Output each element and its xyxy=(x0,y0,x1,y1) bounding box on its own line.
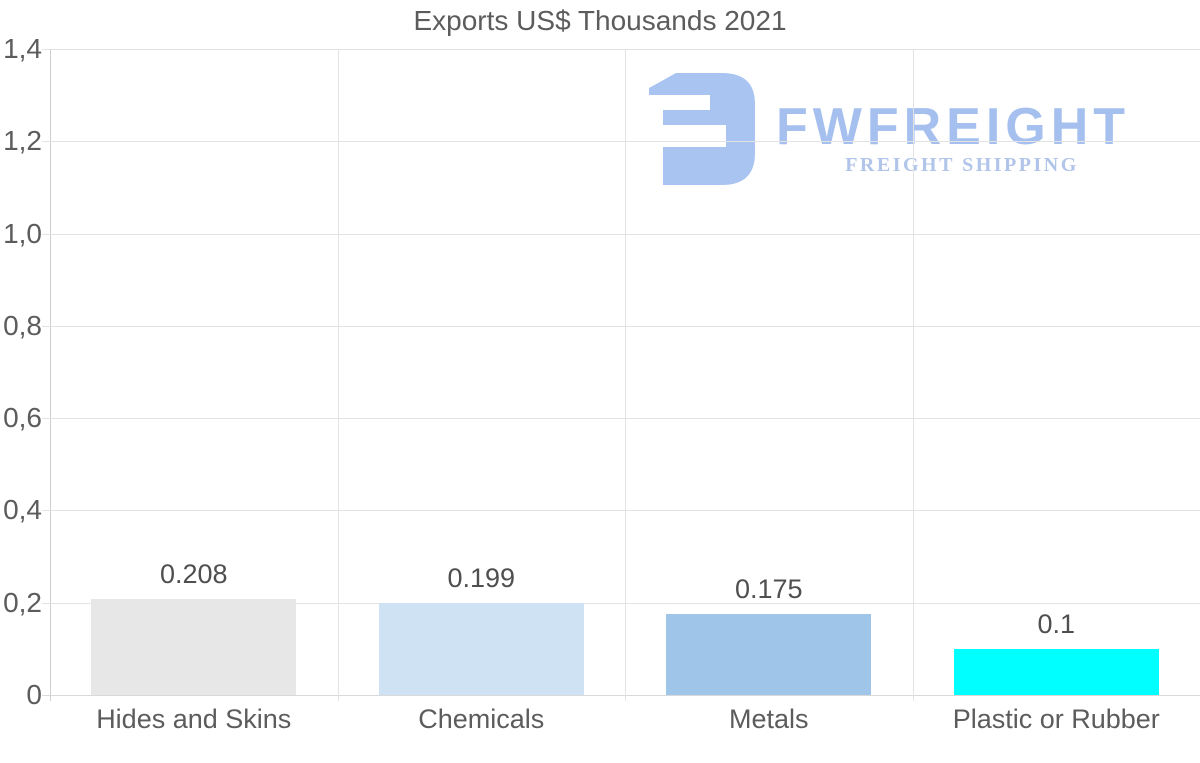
bar-value-label: 0.1 xyxy=(1037,608,1076,639)
gridline-y-0,6 xyxy=(42,418,1200,420)
bar-value-label: 0.208 xyxy=(159,559,228,590)
plot-area: 0.208 0.199 0.175 0.1 xyxy=(42,49,1200,701)
gridline-y-1,4 xyxy=(42,49,1200,50)
chart-title: Exports US$ Thousands 2021 xyxy=(413,5,787,36)
bar-value-label: 0.199 xyxy=(447,563,516,594)
bar-plastic-or-rubber xyxy=(953,648,1159,695)
x-category-label: Hides and Skins xyxy=(96,704,292,734)
y-tick-label: 0,2 xyxy=(3,586,42,618)
y-tick-label: 1,2 xyxy=(3,125,42,157)
y-tick-label: 0,8 xyxy=(3,309,42,341)
bar-metals xyxy=(666,614,872,695)
bar-chemicals xyxy=(378,603,584,695)
gridline-y-1,2 xyxy=(42,141,1200,143)
x-category-label: Chemicals xyxy=(418,704,545,734)
y-tick-label: 1,0 xyxy=(3,217,42,249)
gridline-y-0,2 xyxy=(42,602,1200,604)
y-axis-line xyxy=(50,49,51,701)
watermark: FWFREIGHT FREIGHT SHIPPING xyxy=(648,70,1158,190)
y-tick-label: 0,4 xyxy=(3,494,42,526)
bar-hides-and-skins xyxy=(91,599,297,695)
y-tick-label: 0 xyxy=(26,679,42,710)
gridline-x xyxy=(625,49,626,701)
gridline-y-1,0 xyxy=(42,233,1200,235)
bar-value-label: 0.175 xyxy=(734,574,803,605)
x-category-label: Plastic or Rubber xyxy=(952,704,1160,734)
gridline-x xyxy=(912,49,914,701)
y-tick-label: 1,4 xyxy=(3,33,42,64)
watermark-tagline-text: FREIGHT SHIPPING xyxy=(845,154,1079,176)
x-category-label: Metals xyxy=(728,704,809,734)
gridline-x xyxy=(337,49,339,701)
gridline-y-0 xyxy=(42,695,1200,696)
gridline-y-0,8 xyxy=(42,325,1200,327)
watermark-brand-text: FWFREIGHT xyxy=(776,98,1131,156)
gridline-y-0,4 xyxy=(42,510,1200,512)
y-tick-label: 0,6 xyxy=(3,402,42,434)
